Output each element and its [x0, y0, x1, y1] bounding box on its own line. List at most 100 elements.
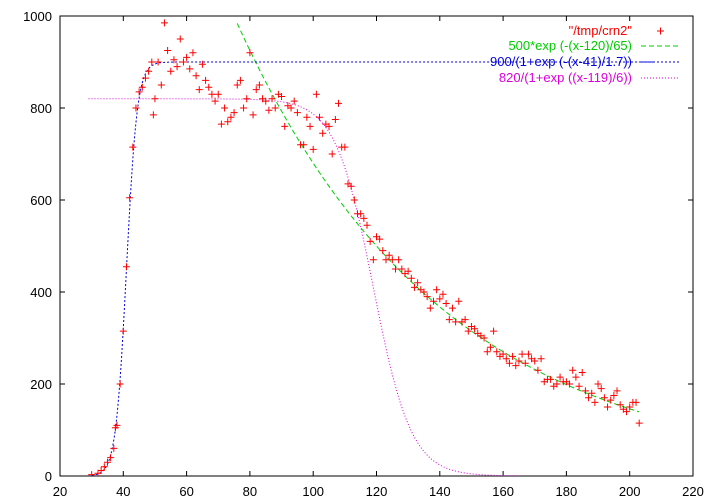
data-point	[119, 327, 127, 335]
data-point	[110, 444, 118, 452]
data-point	[480, 334, 488, 342]
legend-label: 820/(1+exp ((x-119)/6))	[499, 70, 632, 85]
x-tick-label: 60	[179, 484, 193, 499]
data-point	[632, 398, 640, 406]
data-point	[572, 373, 580, 381]
data-point	[312, 90, 320, 98]
data-point	[420, 288, 428, 296]
data-point	[379, 247, 387, 255]
data-point	[490, 327, 498, 335]
data-point	[464, 327, 472, 335]
x-tick-label: 120	[366, 484, 388, 499]
data-point	[281, 122, 289, 130]
data-point	[357, 210, 365, 218]
data-point	[604, 403, 612, 411]
data-point	[328, 150, 336, 158]
data-point	[626, 403, 634, 411]
data-point	[217, 120, 225, 128]
legend-label: 500*exp (-(x-120)/65)	[508, 38, 632, 53]
data-point	[265, 106, 273, 114]
data-point	[303, 113, 311, 121]
plot-frame	[59, 15, 694, 477]
y-tick-label: 400	[30, 285, 52, 300]
data-point	[486, 343, 494, 351]
data-point	[208, 90, 216, 98]
data-point	[149, 111, 157, 119]
data-point	[369, 256, 377, 264]
y-tick-label: 0	[45, 469, 52, 484]
data-point	[233, 81, 241, 89]
data-point	[502, 355, 510, 363]
data-point	[154, 58, 162, 66]
data-point	[556, 373, 564, 381]
data-point	[578, 369, 586, 376]
data-point	[170, 56, 178, 64]
series-line-3	[88, 98, 519, 476]
data-point	[300, 141, 308, 149]
x-tick-label: 80	[243, 484, 257, 499]
data-point	[534, 366, 542, 374]
x-tick-label: 20	[53, 484, 67, 499]
data-point	[483, 348, 491, 356]
data-point	[148, 58, 156, 66]
y-tick-label: 600	[30, 193, 52, 208]
data-point	[151, 95, 159, 103]
data-point	[569, 366, 577, 374]
data-point	[404, 267, 412, 275]
data-point	[214, 90, 222, 98]
data-point	[335, 99, 343, 107]
data-point	[141, 74, 149, 82]
data-point	[366, 237, 374, 245]
legend-label: "/tmp/crn2"	[569, 23, 633, 38]
data-point	[515, 357, 523, 365]
data-point	[262, 97, 270, 105]
data-point	[600, 394, 608, 402]
data-point	[202, 76, 210, 84]
data-point	[433, 286, 441, 294]
data-point	[613, 387, 621, 395]
data-point	[157, 81, 165, 89]
data-point	[461, 316, 469, 324]
data-point	[221, 104, 229, 112]
data-point	[189, 49, 197, 57]
x-tick-label: 200	[619, 484, 641, 499]
data-point	[278, 93, 286, 100]
data-point	[240, 104, 248, 112]
data-point	[198, 60, 206, 68]
data-point	[100, 463, 108, 471]
data-point	[635, 419, 643, 427]
data-point	[585, 394, 593, 402]
data-point	[116, 380, 124, 388]
data-point	[268, 95, 276, 103]
data-point	[505, 359, 513, 367]
data-point	[350, 196, 358, 204]
data-point	[293, 109, 301, 117]
data-point	[382, 256, 390, 264]
y-tick-label: 800	[30, 101, 52, 116]
data-point	[103, 458, 111, 466]
data-point	[186, 65, 194, 73]
data-point	[566, 380, 574, 388]
data-point	[309, 145, 317, 153]
data-point	[442, 300, 450, 307]
data-point	[426, 304, 434, 312]
x-tick-label: 40	[116, 484, 130, 499]
data-point	[347, 182, 355, 190]
data-point	[132, 104, 140, 112]
data-point	[452, 318, 460, 326]
data-point	[243, 95, 251, 103]
data-point	[623, 408, 631, 416]
data-point	[553, 380, 561, 388]
data-point	[518, 350, 526, 358]
data-point	[395, 256, 403, 264]
data-point	[97, 466, 105, 474]
data-point	[385, 251, 393, 259]
data-point	[236, 76, 244, 84]
data-point	[246, 49, 254, 57]
data-point	[524, 350, 532, 358]
data-point	[113, 421, 121, 429]
data-point	[575, 382, 583, 390]
data-point	[211, 97, 219, 105]
data-point	[594, 380, 602, 388]
data-point	[227, 113, 235, 121]
